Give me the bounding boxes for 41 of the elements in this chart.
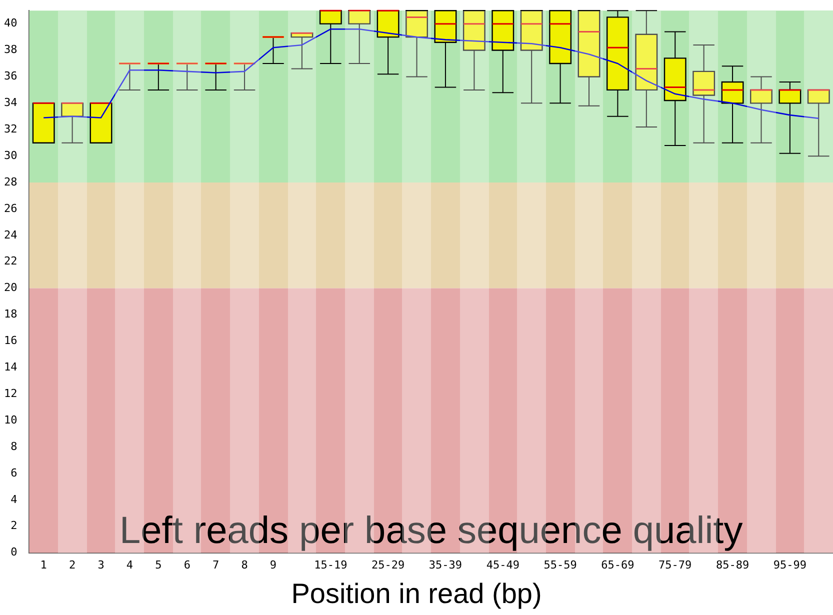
y-tick-label: 24 bbox=[4, 228, 18, 242]
y-tick-label: 34 bbox=[4, 96, 18, 110]
x-tick-label: 7 bbox=[212, 558, 220, 572]
y-tick-label: 40 bbox=[4, 16, 18, 30]
y-tick-label: 20 bbox=[4, 281, 18, 294]
y-tick-label: 0 bbox=[10, 546, 18, 559]
x-tick-label: 6 bbox=[184, 558, 190, 572]
x-tick-label: 85-89 bbox=[716, 558, 750, 572]
x-tick-label: 3 bbox=[98, 558, 104, 572]
y-tick-label: 2 bbox=[10, 519, 18, 532]
y-tick-label: 38 bbox=[4, 43, 18, 56]
x-tick-label: 95-99 bbox=[773, 558, 807, 572]
y-tick-label: 18 bbox=[4, 308, 18, 321]
y-tick-label: 4 bbox=[10, 492, 18, 506]
y-tick-label: 14 bbox=[4, 360, 18, 374]
x-tick-label: 15-19 bbox=[314, 558, 348, 572]
y-tick-label: 30 bbox=[4, 148, 18, 162]
x-tick-label: 1 bbox=[40, 558, 47, 572]
x-tick-label: 35-39 bbox=[428, 558, 462, 572]
y-tick-label: 8 bbox=[10, 440, 18, 453]
y-tick-label: 28 bbox=[4, 175, 18, 188]
x-tick-label: 25-29 bbox=[372, 558, 405, 572]
x-tick-label: 4 bbox=[126, 558, 134, 572]
y-tick-label: 32 bbox=[4, 122, 18, 136]
x-axis-title: Position in read (bp) bbox=[290, 578, 543, 610]
y-tick-label: 6 bbox=[10, 466, 18, 480]
y-tick-label: 26 bbox=[4, 202, 18, 215]
y-tick-label: 22 bbox=[4, 254, 18, 268]
y-tick-label: 36 bbox=[4, 70, 18, 83]
text: Left reads per base sequence quality bbox=[120, 510, 743, 552]
x-tick-label: 9 bbox=[270, 558, 277, 572]
x-tick-label: 2 bbox=[68, 558, 76, 572]
x-tick-label: 55-59 bbox=[544, 558, 577, 572]
x-tick-label: 45-49 bbox=[486, 558, 520, 572]
y-tick-label: 12 bbox=[4, 386, 18, 400]
x-tick-label: 5 bbox=[155, 558, 162, 572]
y-tick-label: 10 bbox=[4, 413, 18, 426]
x-tick-label: 8 bbox=[241, 558, 248, 572]
x-tick-label: 65-69 bbox=[601, 558, 634, 572]
x-tick-label: 75-79 bbox=[658, 558, 692, 572]
y-tick-label: 16 bbox=[4, 334, 18, 348]
